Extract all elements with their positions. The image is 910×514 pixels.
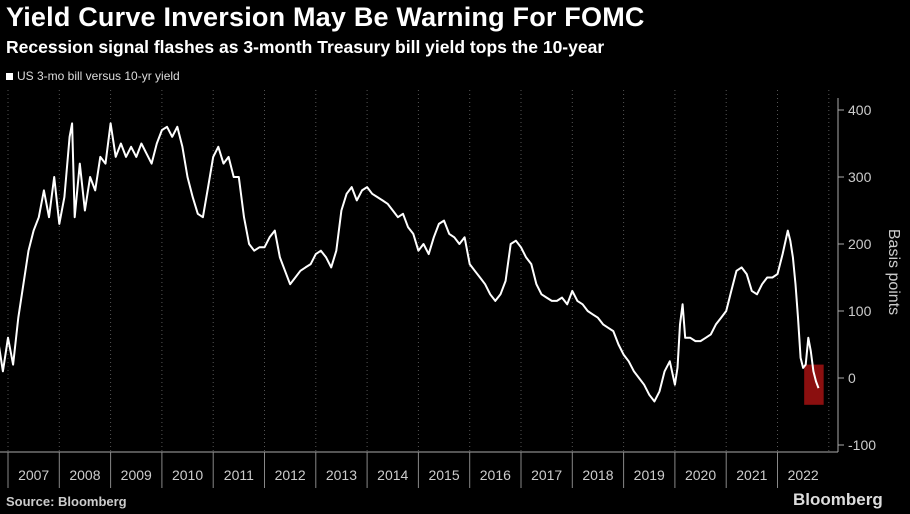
axes: [0, 98, 844, 488]
bloomberg-logo: Bloomberg: [793, 490, 883, 509]
x-tick-label: 2008: [69, 467, 100, 483]
chart-subtitle: Recession signal flashes as 3-month Trea…: [6, 37, 605, 57]
x-tick-label: 2018: [582, 467, 613, 483]
x-tick-label: 2022: [788, 467, 819, 483]
y-tick-label: 100: [848, 303, 872, 319]
x-tick-label: 2012: [275, 467, 306, 483]
x-tick-label: 2014: [377, 467, 408, 483]
series-layer: [0, 122, 820, 403]
grid-lines: [7, 90, 830, 452]
y-tick-label: 300: [848, 169, 872, 185]
x-tick-label: 2021: [736, 467, 767, 483]
y-tick-label: 400: [848, 102, 872, 118]
inversion-highlight-box: [804, 364, 824, 405]
legend-swatch: [6, 72, 13, 80]
x-tick-label: 2010: [172, 467, 203, 483]
x-tick-label: 2011: [224, 467, 254, 483]
x-tick-label: 2015: [428, 467, 459, 483]
source-note: Source: Bloomberg: [6, 494, 127, 509]
y-tick-labels: 400 300 200 100 0 -100: [848, 102, 876, 453]
y-axis-label: Basis points: [885, 229, 902, 315]
chart-title: Yield Curve Inversion May Be Warning For…: [6, 2, 645, 32]
highlight-layer: [804, 364, 824, 405]
x-tick-label: 2016: [480, 467, 511, 483]
x-tick-label: 2017: [531, 467, 562, 483]
x-tick-labels: 2007 2008 2009 2010 2011 2012 2013 2014 2015 2016…: [18, 467, 819, 483]
x-tick-label: 2007: [18, 467, 49, 483]
x-tick-label: 2020: [685, 467, 716, 483]
legend-label: US 3-mo bill versus 10-yr yield: [17, 69, 180, 83]
y-tick-label: 200: [848, 236, 872, 252]
legend: US 3-mo bill versus 10-yr yield: [6, 69, 180, 83]
x-tick-label: 2009: [121, 467, 152, 483]
x-tick-label: 2013: [326, 467, 357, 483]
x-tick-label: 2019: [634, 467, 665, 483]
y-tick-label: -100: [848, 437, 876, 453]
series-line: [0, 122, 820, 403]
y-tick-label: 0: [848, 370, 856, 386]
